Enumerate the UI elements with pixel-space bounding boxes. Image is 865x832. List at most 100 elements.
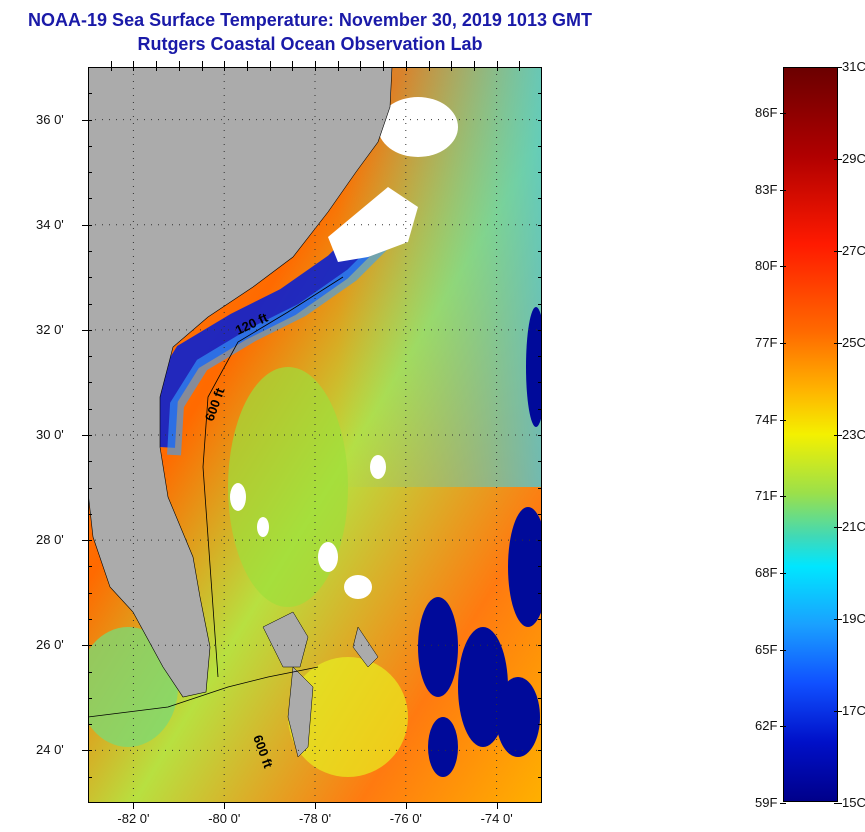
lat-tick-label: 32 0' bbox=[36, 321, 64, 337]
cold-coastal-band bbox=[145, 206, 399, 448]
lat-minor-tick bbox=[538, 251, 542, 252]
celsius-label: 15C bbox=[842, 795, 865, 810]
lon-minor-tick bbox=[473, 67, 475, 71]
lon-minor-tick bbox=[156, 67, 158, 71]
fahrenheit-tick bbox=[780, 113, 786, 114]
lat-minor-tick bbox=[538, 592, 542, 594]
celsius-label: 31C bbox=[842, 59, 865, 74]
lat-minor-tick bbox=[88, 592, 92, 594]
celsius-label: 21C bbox=[842, 519, 865, 534]
sst-map: 120 ft 600 ft 600 ft bbox=[88, 67, 542, 803]
colorbar bbox=[783, 67, 838, 802]
lon-minor-tick bbox=[133, 67, 135, 71]
lon-minor-tick bbox=[224, 67, 226, 71]
lon-tick-label: -82 0' bbox=[117, 811, 150, 826]
contour-line bbox=[88, 666, 319, 718]
lon-minor-tick bbox=[156, 61, 158, 67]
lon-tick bbox=[405, 803, 407, 809]
lat-tick-label: 24 0' bbox=[36, 742, 64, 758]
lon-minor-tick bbox=[133, 61, 135, 67]
lon-minor-tick bbox=[178, 61, 180, 67]
lon-minor-tick bbox=[383, 61, 385, 67]
lon-minor-tick bbox=[110, 67, 112, 71]
lat-minor-tick bbox=[538, 619, 542, 620]
lat-minor-tick bbox=[88, 251, 92, 252]
lat-minor-tick bbox=[538, 540, 542, 542]
lon-minor-tick bbox=[405, 61, 407, 67]
lon-minor-tick bbox=[496, 67, 498, 71]
lat-tick-label: 26 0' bbox=[36, 637, 64, 653]
celsius-label: 17C bbox=[842, 703, 865, 718]
lat-minor-tick bbox=[88, 697, 92, 699]
lat-tick-label: 36 0' bbox=[36, 111, 64, 127]
lon-minor-tick bbox=[292, 61, 294, 67]
cold-patches bbox=[418, 307, 542, 777]
lat-minor-tick bbox=[538, 172, 542, 174]
celsius-tick bbox=[834, 435, 842, 436]
lon-minor-tick bbox=[405, 67, 407, 71]
celsius-tick bbox=[834, 251, 842, 252]
celsius-tick bbox=[834, 619, 842, 620]
lat-minor-tick bbox=[88, 382, 92, 384]
lon-minor-tick bbox=[519, 67, 521, 71]
lat-minor-tick bbox=[88, 145, 92, 147]
lat-minor-tick bbox=[88, 198, 92, 200]
lon-minor-tick bbox=[292, 67, 294, 71]
lon-minor-tick bbox=[428, 67, 430, 71]
lat-minor-tick bbox=[538, 224, 542, 226]
lat-minor-tick bbox=[88, 93, 92, 95]
lon-minor-tick bbox=[428, 61, 430, 67]
fahrenheit-tick bbox=[780, 649, 786, 651]
celsius-tick bbox=[834, 343, 842, 344]
celsius-tick bbox=[834, 527, 842, 528]
fahrenheit-tick bbox=[780, 573, 786, 574]
lon-minor-tick bbox=[360, 61, 362, 67]
lat-minor-tick bbox=[538, 697, 542, 699]
lat-minor-tick bbox=[88, 750, 92, 752]
lon-minor-tick bbox=[224, 61, 226, 67]
lat-minor-tick bbox=[538, 724, 542, 726]
lat-minor-tick bbox=[538, 461, 542, 463]
lon-tick bbox=[496, 803, 498, 809]
cloud-cover bbox=[230, 97, 458, 599]
celsius-label: 23C bbox=[842, 427, 865, 442]
fahrenheit-tick bbox=[780, 266, 786, 268]
celsius-label: 27C bbox=[842, 243, 865, 258]
lat-minor-tick bbox=[88, 329, 92, 331]
lat-minor-tick bbox=[88, 461, 92, 463]
lon-minor-tick bbox=[451, 61, 453, 67]
lon-minor-tick bbox=[315, 61, 316, 67]
lat-minor-tick bbox=[88, 435, 92, 436]
lat-minor-tick bbox=[538, 329, 542, 331]
lon-minor-tick bbox=[201, 61, 203, 67]
fahrenheit-label: 80F bbox=[755, 258, 778, 274]
lat-minor-tick bbox=[88, 724, 92, 726]
lon-minor-tick bbox=[451, 67, 453, 71]
ocean-cool-patch bbox=[228, 367, 348, 607]
lat-minor-tick bbox=[88, 540, 92, 542]
fahrenheit-label: 83F bbox=[755, 181, 778, 197]
lat-minor-tick bbox=[538, 356, 542, 358]
lon-tick bbox=[133, 803, 135, 809]
lon-minor-tick bbox=[178, 67, 180, 71]
lon-minor-tick bbox=[473, 61, 475, 67]
fahrenheit-label: 62F bbox=[755, 718, 778, 734]
lon-minor-tick bbox=[337, 61, 339, 67]
lat-minor-tick bbox=[88, 566, 92, 568]
lon-minor-tick bbox=[337, 67, 339, 71]
lon-tick-label: -74 0' bbox=[480, 811, 513, 826]
lat-tick bbox=[82, 329, 88, 331]
fahrenheit-label: 86F bbox=[755, 105, 778, 120]
lat-minor-tick bbox=[538, 750, 542, 752]
lon-minor-tick bbox=[201, 67, 203, 71]
lon-tick bbox=[315, 803, 316, 809]
chart-subtitle: Rutgers Coastal Ocean Observation Lab bbox=[137, 34, 483, 54]
lat-minor-tick bbox=[88, 513, 92, 515]
lat-minor-tick bbox=[538, 487, 542, 489]
fahrenheit-label: 65F bbox=[755, 641, 778, 657]
land-bahamas bbox=[262, 611, 379, 758]
lat-tick-label: 30 0' bbox=[36, 427, 64, 442]
lon-minor-tick bbox=[519, 61, 521, 67]
lat-minor-tick bbox=[538, 566, 542, 568]
lon-minor-tick bbox=[269, 61, 271, 67]
